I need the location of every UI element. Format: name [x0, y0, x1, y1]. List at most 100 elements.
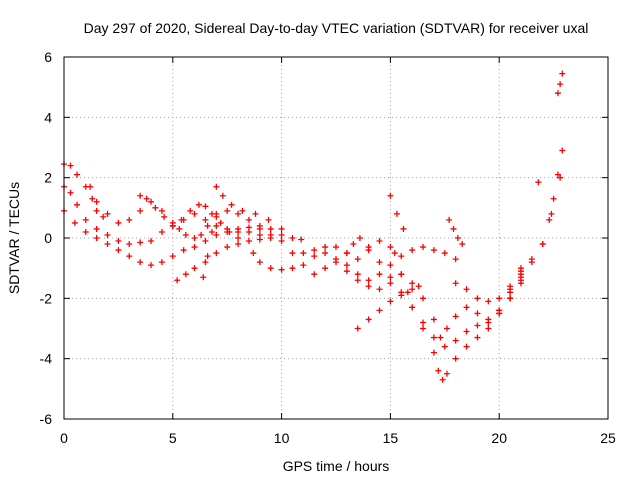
data-point [559, 70, 566, 77]
data-point [354, 325, 361, 332]
x-axis-title: GPS time / hours [283, 458, 390, 474]
series-track-o [446, 216, 466, 248]
data-point [198, 231, 205, 238]
series-track-d [137, 192, 285, 245]
data-point [550, 195, 557, 202]
data-point [333, 244, 339, 251]
data-point [437, 334, 444, 341]
data-point [152, 204, 159, 211]
data-point [404, 289, 411, 296]
data-point [463, 343, 470, 350]
data-points-layer [61, 70, 566, 383]
x-tick-label: 15 [383, 430, 399, 446]
series-track-s [554, 70, 566, 97]
data-point [398, 292, 405, 299]
data-point [393, 210, 400, 217]
data-point [202, 238, 209, 245]
data-point [180, 247, 187, 254]
data-point [322, 244, 329, 251]
data-point [93, 235, 100, 241]
data-point [507, 295, 514, 302]
data-point [430, 247, 437, 254]
series-track-l [354, 283, 422, 332]
data-point [178, 216, 185, 223]
data-point [354, 277, 361, 284]
y-tick-label: -4 [40, 351, 53, 367]
data-point [554, 90, 561, 97]
data-point [245, 224, 252, 231]
y-tick-label: 6 [44, 49, 52, 65]
data-point [100, 213, 107, 220]
data-point [126, 216, 133, 223]
data-point [452, 313, 459, 320]
data-point [446, 216, 453, 223]
series-track-q [507, 147, 566, 302]
data-point [226, 228, 233, 235]
grid-layer [64, 57, 608, 419]
series-track-b [61, 183, 263, 248]
data-point [278, 231, 285, 238]
data-point [137, 207, 144, 214]
data-point [104, 210, 111, 217]
data-point [250, 250, 257, 257]
data-point [409, 247, 416, 254]
series-track-m [387, 244, 524, 383]
data-point [387, 192, 394, 199]
data-point [430, 316, 437, 323]
x-tick-label: 20 [491, 430, 507, 446]
series-track-h [250, 238, 383, 273]
data-point [228, 201, 235, 208]
data-point [485, 325, 492, 332]
data-point [235, 225, 242, 232]
data-point [311, 271, 318, 278]
x-tick-label: 10 [274, 430, 290, 446]
data-point [267, 225, 274, 232]
data-point [289, 250, 296, 257]
data-point [204, 253, 211, 260]
data-point [158, 259, 165, 266]
data-point [67, 189, 74, 196]
data-point [104, 231, 111, 238]
y-tick-label: -2 [40, 290, 53, 306]
data-point [265, 216, 272, 223]
data-point [356, 235, 363, 241]
data-point [289, 235, 296, 241]
data-point [443, 325, 450, 332]
data-point [195, 201, 202, 208]
data-point [224, 207, 231, 214]
series-track-u [535, 179, 542, 186]
data-point [82, 216, 89, 223]
data-point [420, 325, 427, 332]
data-point [474, 310, 481, 317]
data-point [474, 295, 481, 302]
data-point [137, 259, 144, 266]
tick-labels-layer: 0 5 10 15 20 25 -6 -4 -2 0 2 4 6 [40, 49, 616, 446]
data-point [496, 295, 503, 302]
data-point [137, 239, 144, 246]
data-point [365, 283, 372, 290]
data-point [213, 222, 220, 229]
data-point [354, 271, 361, 278]
series-track-r [496, 174, 564, 314]
data-point [143, 195, 150, 202]
data-point [452, 280, 459, 287]
data-point [430, 349, 437, 356]
data-point [176, 225, 183, 232]
data-point [252, 210, 259, 217]
data-point [298, 236, 305, 243]
data-point [67, 162, 74, 169]
series-track-p [452, 274, 524, 305]
data-point [376, 238, 383, 245]
data-point [71, 219, 78, 226]
data-point [398, 253, 405, 260]
series-track-k [343, 268, 524, 341]
series-track-n [387, 192, 407, 232]
data-point [137, 192, 144, 199]
data-point [554, 171, 561, 178]
data-point [245, 216, 252, 223]
data-point [267, 235, 274, 241]
data-point [208, 228, 215, 235]
data-point [148, 262, 155, 269]
data-point [474, 322, 481, 329]
